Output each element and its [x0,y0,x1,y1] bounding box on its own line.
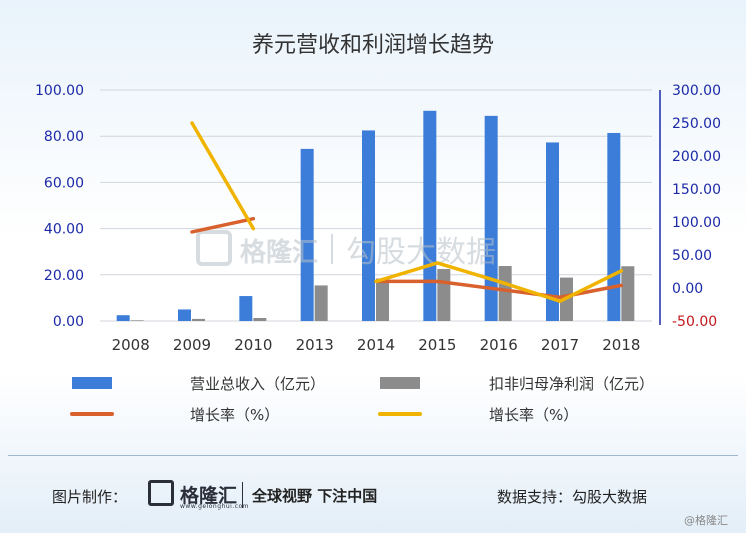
x-tick-label: 2018 [602,336,640,354]
bar-revenue [546,142,559,321]
x-tick-label: 2017 [541,336,579,354]
bar-revenue [300,148,314,321]
left-tick-label: 60.00 [44,175,84,191]
growth-line-1 [190,216,256,234]
logo-url: www.gelonghui.com [180,503,250,510]
bar-revenue [239,296,253,321]
right-tick-label: 0.00 [672,281,703,297]
growth-line-1 [374,279,624,299]
bar-profit [376,278,389,321]
bar-revenue [116,315,130,321]
bar-profit [314,285,328,321]
x-tick-label: 2015 [418,336,456,354]
logo-icon [148,480,174,506]
x-tick-label: 2013 [296,336,334,354]
bars [116,110,635,321]
x-tick-label: 2010 [234,336,272,354]
logo-divider [242,482,243,508]
right-tick-label: 50.00 [672,248,712,264]
bar-profit [253,317,267,321]
bar-profit [192,318,205,321]
x-tick-label: 2016 [480,336,518,354]
bar-profit [621,266,635,321]
lines [190,121,624,303]
left-tick-label: 100.00 [35,83,84,99]
slogan: 全球视野 下注中国 [252,487,378,505]
left-tick-label: 0.00 [53,314,84,330]
right-tick-label: 200.00 [672,149,721,165]
legend-label: 扣非归母净利润（亿元） [489,375,654,393]
watermark-partner: 勾股大数据 [346,235,496,270]
right-axis: 300.00 250.00 200.00 150.00 100.00 50.00 0.00 -… [659,83,721,330]
bar-revenue [423,110,437,321]
bar-revenue [362,130,375,321]
watermark-logo-icon [196,230,232,266]
bar-profit [437,269,451,321]
bar-revenue [484,115,498,321]
bar-profit [130,320,144,321]
legend: 营业总收入（亿元） 扣非归母净利润（亿元） 增长率（%） 增长率（%） [70,375,654,424]
chart-title: 养元营收和利润增长趋势 [252,33,494,58]
watermark-brand: 格隆汇 [240,237,318,268]
legend-label: 增长率（%） [190,406,279,424]
watermark-divider [331,234,333,264]
bar-revenue [607,132,621,321]
left-axis: 100.00 80.00 60.00 40.00 20.00 0.00 [35,83,84,330]
growth-line-2 [190,121,256,231]
right-tick-label: -50.00 [672,314,717,330]
right-tick-label: 300.00 [672,83,721,99]
corner-watermark: @格隆汇 [684,514,728,527]
x-axis: 2008 2009 2010 2013 2014 2015 2016 2017 2018 [112,336,641,354]
legend-swatch [72,377,112,389]
legend-swatch [380,377,420,389]
credit-label: 图片制作： [52,488,128,506]
watermark: 格隆汇 勾股大数据 [196,230,496,270]
growth-line-2 [374,261,624,303]
right-tick-label: 100.00 [672,215,721,231]
x-tick-label: 2008 [112,336,150,354]
left-tick-label: 40.00 [44,222,84,238]
x-tick-label: 2014 [357,336,395,354]
right-tick-label: 250.00 [672,116,721,132]
left-tick-label: 20.00 [44,268,84,284]
chart: 养元营收和利润增长趋势 100.00 80.00 60.00 40.00 20.00 0.… [35,33,721,424]
bar-profit [498,266,512,321]
right-tick-label: 150.00 [672,182,721,198]
x-tick-label: 2009 [173,336,211,354]
legend-label: 营业总收入（亿元） [190,375,325,393]
legend-label: 增长率（%） [489,406,578,424]
footer-divider [8,455,738,456]
data-support: 数据支持：勾股大数据 [497,488,648,506]
bar-revenue [178,309,191,321]
left-tick-label: 80.00 [44,129,84,145]
logo-text: 格隆汇 [180,485,238,507]
